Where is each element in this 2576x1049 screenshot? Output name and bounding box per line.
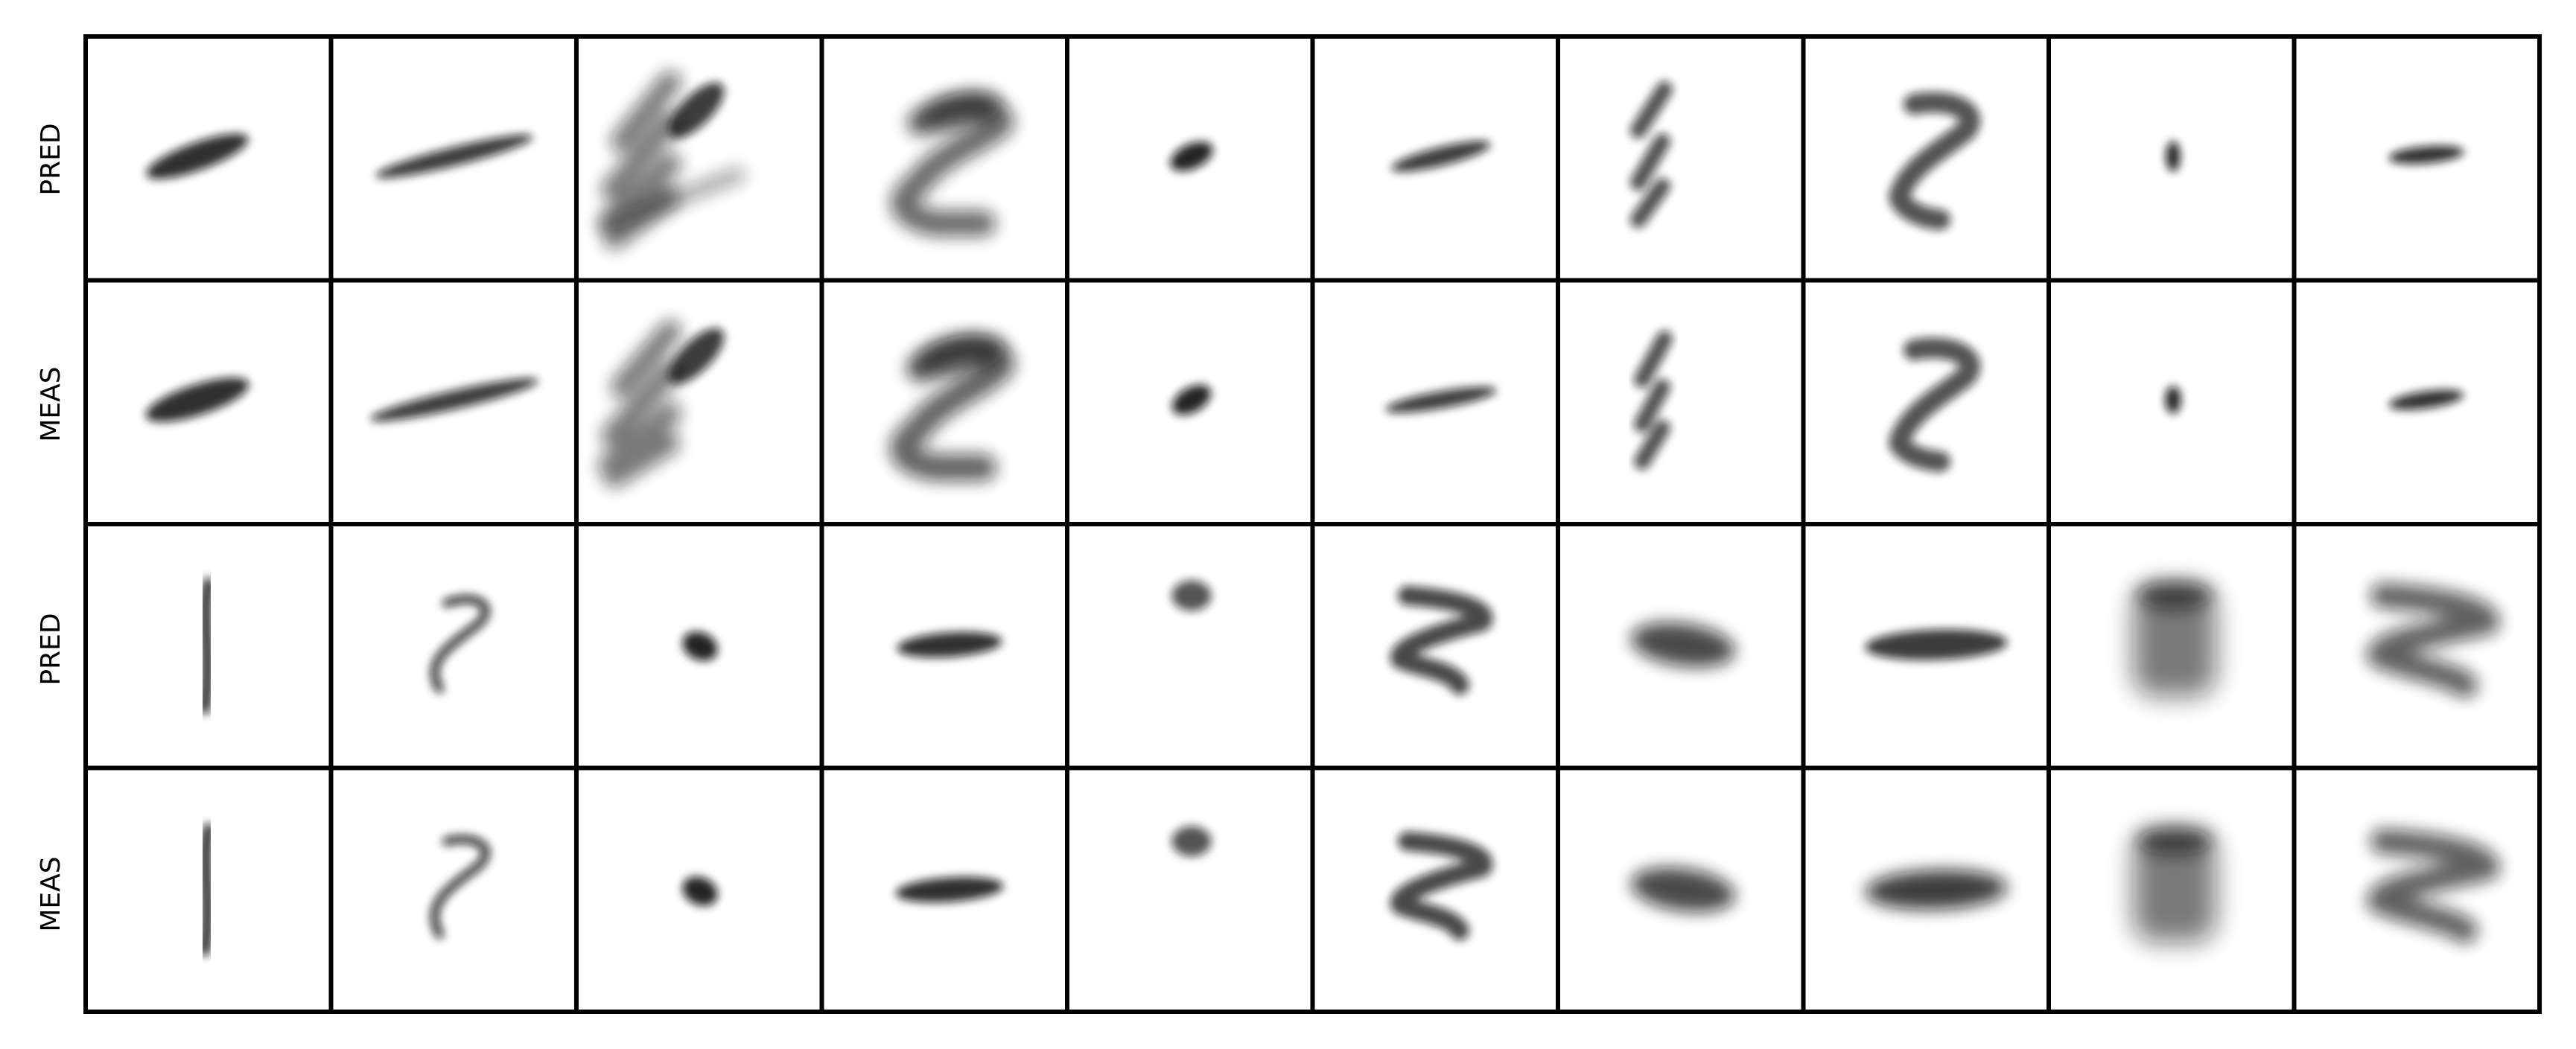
cell-r3-c10-shape [2367,583,2500,698]
cell-r1-c1-shape [146,133,249,179]
cell-r1-c7-shape [1630,81,1673,228]
cell-r1-c4-shape [890,91,1014,236]
cell-r1-c8-shape [1889,92,1981,230]
grid-cell-r1-c7 [1556,34,1806,283]
cell-r2-c5-shape [1171,384,1212,415]
cell-r1-c5-shape [1170,141,1213,171]
cell-r2-c2-shape [370,378,538,421]
cell-r3-c1-shape [198,578,215,714]
cell-r2-c7-shape [1634,331,1673,470]
cell-r2-c8-shape [1889,337,1981,472]
cell-r4-c7-shape [1631,867,1735,912]
cell-r1-c3-shape [598,71,745,249]
cell-r1-c10-shape [2388,145,2464,165]
cell-r1-c6-shape [1391,141,1491,172]
cell-r4-c2-shape [430,835,491,939]
cell-r3-c5-shape [1171,571,1212,710]
cell-r4-c1-shape [198,823,215,956]
cell-r1-c2-shape [375,134,533,179]
cell-r4-c10-shape [2367,829,2500,943]
cell-r3-c2-shape [430,594,491,693]
cell-r4-c8-shape [1865,870,2008,910]
cell-r2-c10-shape [2388,389,2464,410]
cell-r4-c4-shape [895,876,1004,903]
cell-r3-c9-shape [2133,581,2216,697]
cell-r3-c3-shape [682,631,718,661]
cell-r2-c1-shape [145,377,249,422]
cell-r4-c9-shape [2133,827,2216,943]
row-label-4: MEAS [36,856,66,931]
image-grid [83,34,2542,1014]
row-label-1: PRED [36,123,66,195]
row-label-3: PRED [36,613,66,685]
cell-r1-c9-shape [2166,141,2181,172]
cell-r3-c4-shape [897,631,1002,658]
cell-r2-c6-shape [1385,386,1497,413]
cell-r4-c3-shape [682,876,718,906]
cell-r3-c6-shape [1390,586,1493,695]
grid-cell-r2-c7 [1556,278,1806,526]
cell-r2-c9-shape [2165,386,2181,414]
grid-cell-r4-c10 [2292,765,2542,1014]
cell-r3-c8-shape [1865,629,2008,660]
grid-cell-r3-c6 [1310,522,1560,771]
row-label-2: MEAS [36,366,66,441]
cell-r2-c4-shape [889,334,1015,481]
cell-r3-c7-shape [1631,622,1735,667]
cell-r4-c6-shape [1390,832,1493,940]
cell-r4-c5-shape [1171,817,1212,955]
cell-r2-c3-shape [598,320,725,488]
